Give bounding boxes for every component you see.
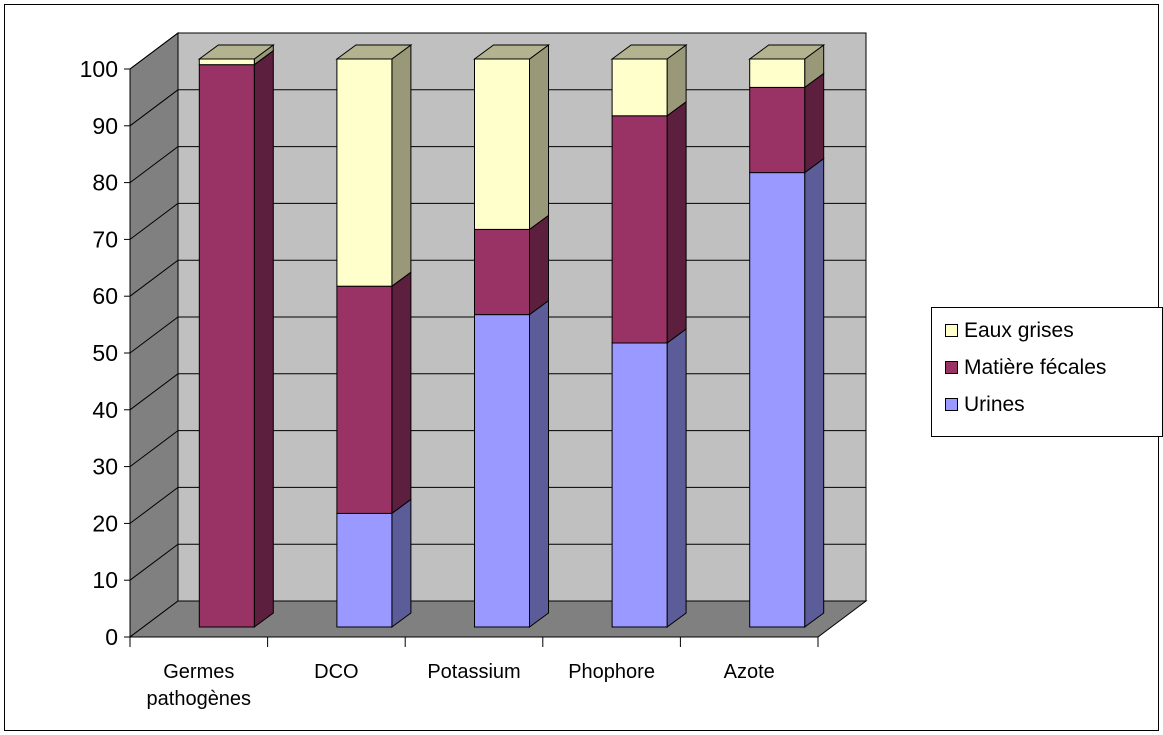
bar-mati-re-f-cales-side (666, 100, 687, 344)
y-tick-label: 70 (92, 226, 118, 252)
bar-urines-side (666, 328, 687, 628)
y-tick-label: 30 (92, 454, 118, 480)
x-tick-label: Potassium (427, 661, 520, 683)
legend-swatch (945, 398, 958, 411)
bar-eaux-grises (336, 58, 393, 287)
y-tick-label: 60 (92, 283, 118, 309)
bar-mati-re-f-cales (198, 64, 255, 628)
x-tick-label: DCO (314, 661, 358, 683)
bar-eaux-grises-top (610, 44, 688, 60)
y-tick-label: 0 (105, 624, 118, 650)
bar-urines (336, 512, 393, 628)
x-tick-label: pathogènes (147, 688, 252, 710)
legend-swatch (945, 361, 958, 374)
y-tick-label: 50 (92, 340, 118, 366)
bar-mati-re-f-cales-side (529, 214, 549, 316)
y-tick-label: 40 (92, 397, 118, 423)
legend-item: Eaux grises (932, 312, 1162, 349)
bar-stack (472, 44, 551, 628)
bar-eaux-grises (198, 58, 255, 66)
legend: Eaux grises Matière fécales Urines (931, 307, 1163, 437)
y-tick-label: 90 (92, 113, 118, 139)
bar-eaux-grises (474, 58, 530, 230)
gridline (129, 32, 866, 70)
bar-stack (197, 44, 275, 628)
bar-mati-re-f-cales (611, 115, 668, 344)
bar-eaux-grises-top (748, 44, 826, 60)
bar-urines-side (804, 157, 825, 628)
x-tick-label: Phophore (568, 661, 655, 683)
bar-mati-re-f-cales-side (253, 49, 274, 628)
bar-mati-re-f-cales-side (391, 271, 412, 515)
bar-eaux-grises-side (391, 44, 412, 288)
bar-mati-re-f-cales (749, 86, 806, 174)
legend-item: Urines (932, 386, 1162, 423)
y-tick-label: 10 (92, 567, 118, 593)
bar-stack (748, 44, 826, 628)
bar-eaux-grises-top (197, 44, 275, 60)
bar-urines-side (391, 498, 412, 628)
y-tick-label: 20 (92, 510, 118, 536)
bar-urines (474, 314, 530, 628)
bar-mati-re-f-cales-side (804, 72, 825, 174)
legend-label: Matière fécales (964, 355, 1107, 379)
bar-eaux-grises-top (335, 44, 413, 60)
y-tick-label: 100 (80, 56, 118, 82)
legend-label: Eaux grises (964, 318, 1074, 342)
legend-label: Urines (964, 392, 1025, 416)
bar-stack (335, 44, 413, 628)
x-tick-label: Germes (163, 661, 234, 683)
x-tick-label: Azote (724, 661, 775, 683)
bar-eaux-grises (749, 58, 806, 88)
bar-urines (749, 172, 806, 628)
bar-urines (611, 342, 668, 628)
legend-swatch (945, 324, 958, 337)
legend-item: Matière fécales (932, 349, 1162, 386)
bar-eaux-grises (611, 58, 668, 117)
bar-eaux-grises-top (472, 44, 551, 60)
bar-mati-re-f-cales (336, 285, 393, 514)
bar-mati-re-f-cales (474, 228, 530, 316)
bar-stack (610, 44, 688, 628)
bar-urines-side (529, 299, 549, 628)
y-tick-label: 80 (92, 170, 118, 196)
bar-eaux-grises-side (529, 44, 549, 231)
